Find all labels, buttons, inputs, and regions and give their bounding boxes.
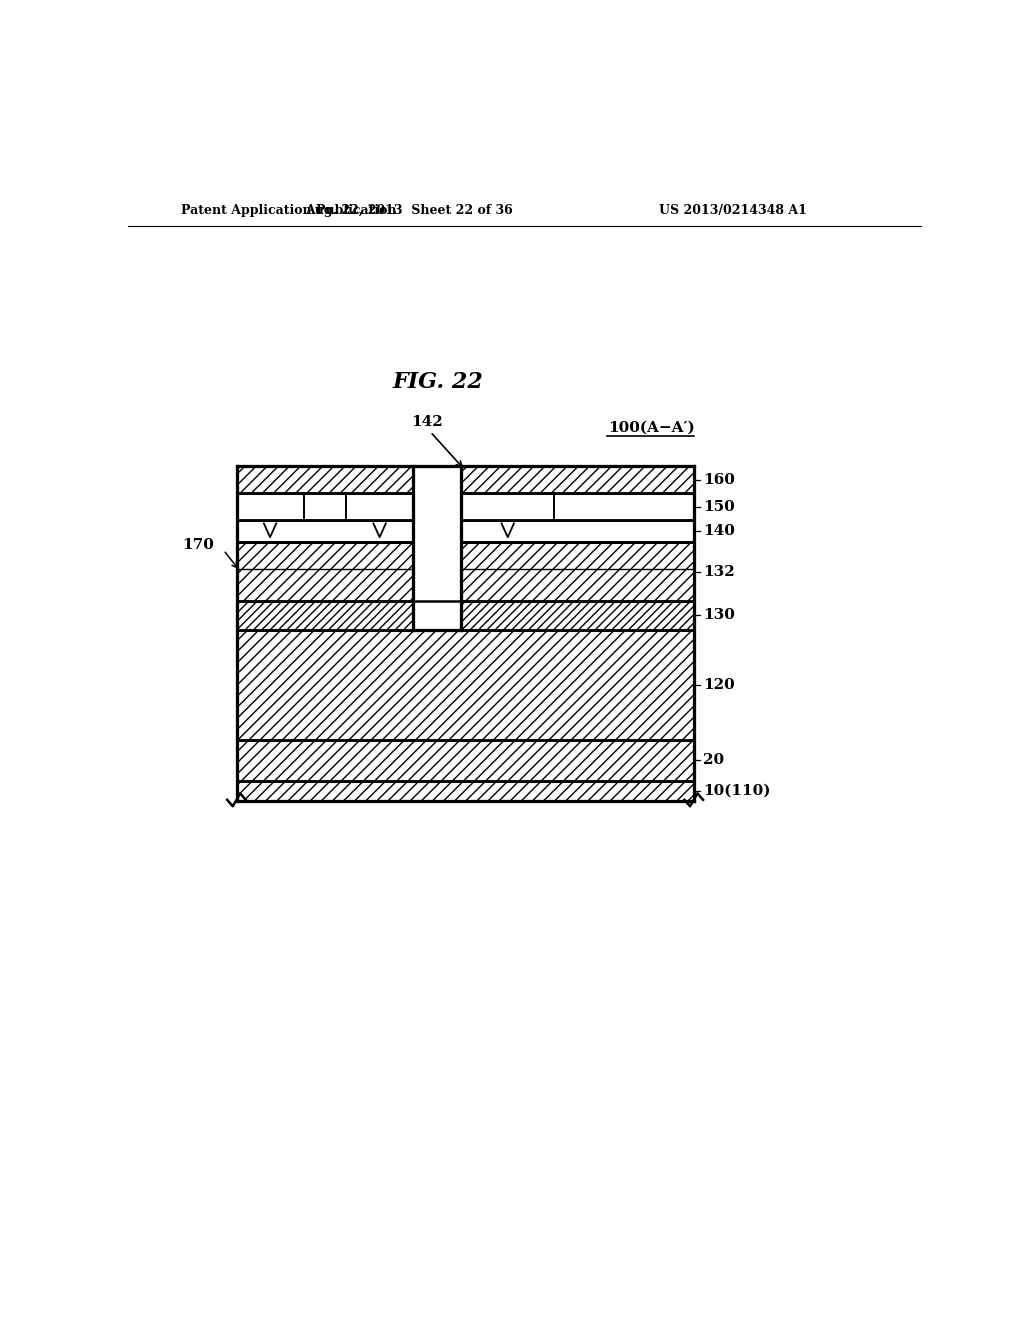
Text: FIG. 22: FIG. 22	[392, 371, 483, 393]
Text: US 2013/0214348 A1: US 2013/0214348 A1	[658, 205, 807, 218]
Bar	[237, 543, 414, 601]
Bar	[237, 520, 414, 541]
Text: 150: 150	[703, 500, 735, 513]
Bar	[237, 601, 693, 630]
Bar	[237, 780, 693, 801]
Text: 140: 140	[703, 524, 735, 539]
Text: Patent Application Publication: Patent Application Publication	[180, 205, 396, 218]
Bar	[237, 466, 414, 494]
Text: 20: 20	[703, 754, 724, 767]
Bar	[461, 494, 693, 520]
Bar	[461, 520, 693, 541]
Text: 142: 142	[411, 414, 442, 429]
Bar	[237, 739, 693, 780]
Text: 100(A−A′): 100(A−A′)	[608, 421, 695, 434]
Bar	[414, 466, 461, 630]
Text: 160: 160	[703, 473, 735, 487]
Bar	[461, 543, 693, 601]
Bar	[237, 630, 693, 739]
Text: 170: 170	[182, 537, 214, 552]
Text: Aug. 22, 2013  Sheet 22 of 36: Aug. 22, 2013 Sheet 22 of 36	[305, 205, 512, 218]
Text: 10(110): 10(110)	[703, 784, 770, 799]
Text: 120: 120	[703, 677, 735, 692]
Bar	[237, 494, 414, 520]
Text: 132: 132	[703, 565, 735, 578]
Bar	[461, 466, 693, 494]
Text: 130: 130	[703, 609, 735, 623]
